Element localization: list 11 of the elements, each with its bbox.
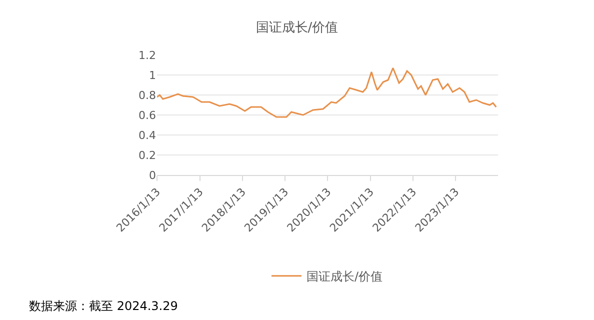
legend-label: 国证成长/价值 [306,270,383,284]
y-tick-label: 1.2 [138,48,156,62]
y-tick-label: 1 [149,68,156,82]
y-tick-label: 0.2 [138,148,156,162]
y-tick-label: 0.8 [138,88,156,102]
chart-title: 国证成长/价值 [256,20,338,36]
y-tick-label: 0.6 [138,108,156,122]
y-tick-label: 0.4 [138,128,156,142]
y-tick-label: 0 [149,168,156,182]
source-note: 数据来源：截至 2024.3.29 [29,299,178,313]
line-series [157,67,497,118]
